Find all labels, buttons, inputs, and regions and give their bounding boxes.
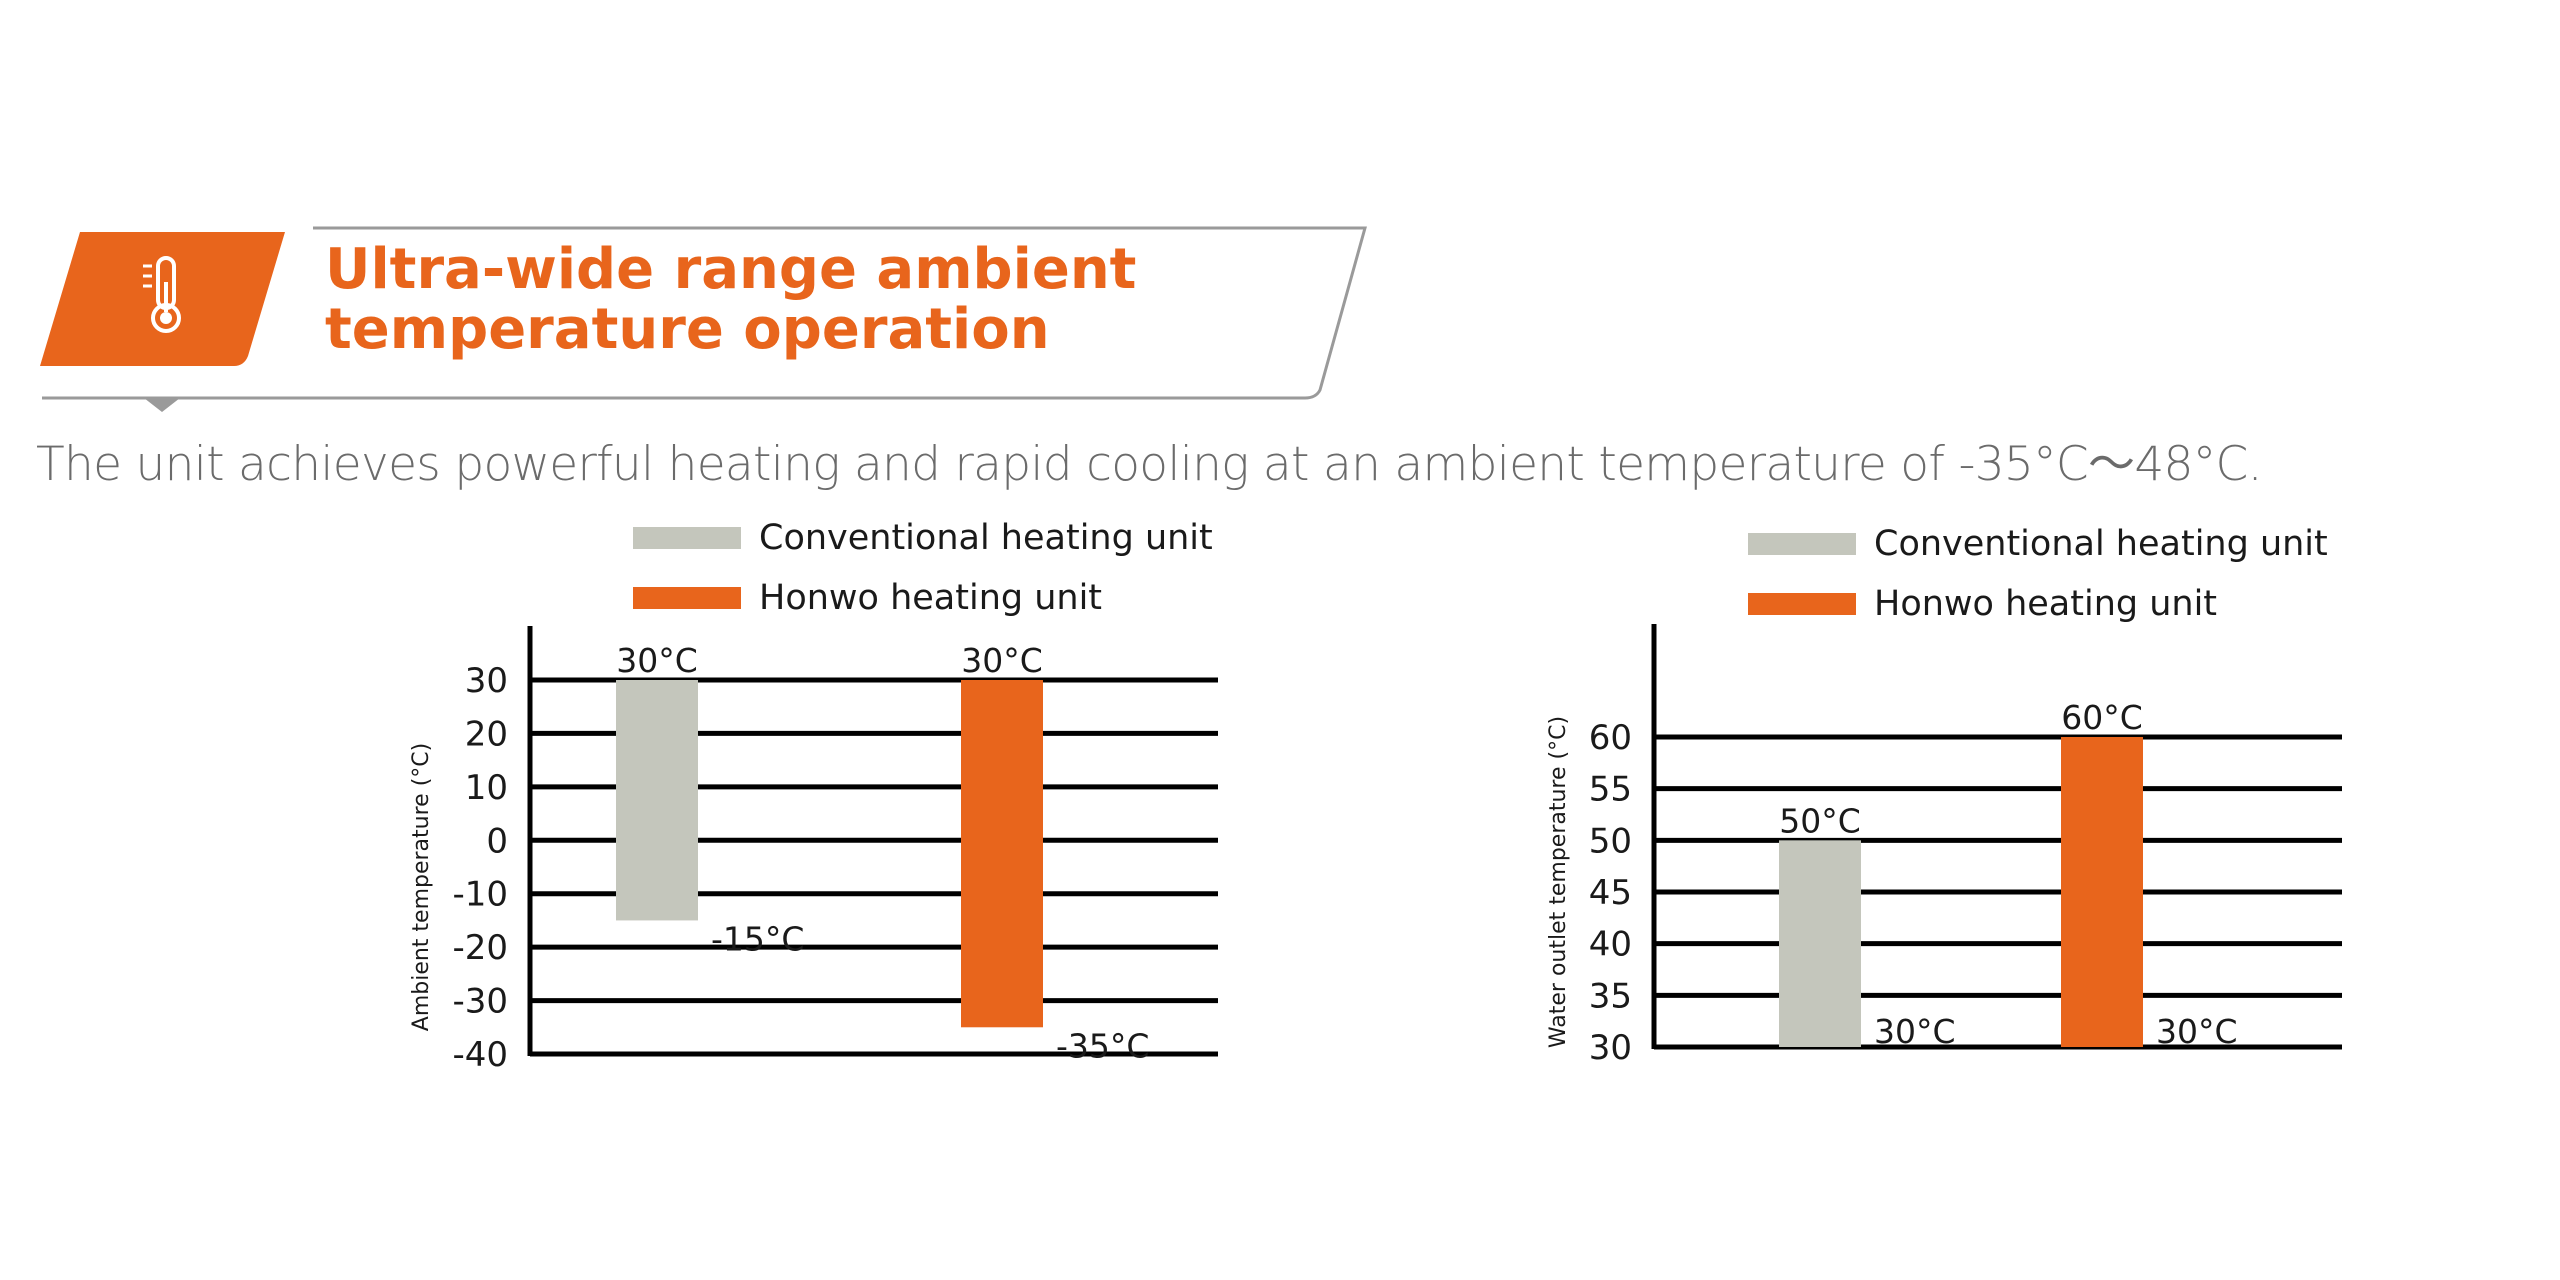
bar-low-label: 30°C xyxy=(2156,1012,2238,1051)
header-pointer xyxy=(144,398,180,412)
y-axis-label: Water outlet temperature (°C) xyxy=(1546,716,1571,1048)
bar-high-label: 30°C xyxy=(961,641,1043,680)
page-title: Ultra-wide range ambient temperature ope… xyxy=(325,240,1136,360)
y-tick-label: -40 xyxy=(452,1035,508,1075)
legend-item: Conventional heating unit xyxy=(1748,514,2328,574)
y-tick-label: 35 xyxy=(1589,976,1632,1016)
y-axis-label: Ambient temperature (°C) xyxy=(409,743,434,1031)
bar-high-label: 50°C xyxy=(1779,801,1861,840)
bar xyxy=(1779,840,1861,1047)
bar-high-label: 30°C xyxy=(616,641,698,680)
legend-swatch xyxy=(1748,593,1856,615)
bar-low-label: -35°C xyxy=(1056,1026,1149,1065)
bar-low-label: -15°C xyxy=(711,919,804,958)
y-tick-label: 0 xyxy=(486,821,508,861)
y-tick-label: 60 xyxy=(1589,718,1632,758)
legend-label: Conventional heating unit xyxy=(759,518,1213,558)
header-frame xyxy=(42,226,1367,400)
y-tick-label: -20 xyxy=(452,928,508,968)
legend-item: Conventional heating unit xyxy=(633,508,1213,568)
legend-swatch xyxy=(1748,533,1856,555)
y-tick-label: 10 xyxy=(465,768,508,808)
y-tick-label: 55 xyxy=(1589,770,1632,810)
thermometer-icon xyxy=(143,256,181,333)
legend-label: Honwo heating unit xyxy=(1874,584,2218,624)
header-icon-badge xyxy=(40,232,285,366)
y-tick-label: 45 xyxy=(1589,873,1632,913)
title-line-1: Ultra-wide range ambient xyxy=(325,237,1137,302)
y-tick-label: 20 xyxy=(465,714,508,754)
legend-swatch xyxy=(633,527,741,549)
bar xyxy=(616,680,698,921)
legend-swatch xyxy=(633,587,741,609)
legend-item: Honwo heating unit xyxy=(633,568,1213,628)
y-tick-label: 30 xyxy=(465,661,508,701)
legend-label: Honwo heating unit xyxy=(759,578,1103,618)
bar-high-label: 60°C xyxy=(2061,698,2143,737)
y-tick-label: -10 xyxy=(452,875,508,915)
legend-chart-1: Conventional heating unit Honwo heating … xyxy=(633,508,1213,628)
page-subtitle: The unit achieves powerful heating and r… xyxy=(36,437,2263,492)
legend-label: Conventional heating unit xyxy=(1874,524,2328,564)
legend-item: Honwo heating unit xyxy=(1748,574,2328,634)
title-line-2: temperature operation xyxy=(325,297,1050,362)
y-tick-label: -30 xyxy=(452,982,508,1022)
header-banner xyxy=(40,226,1367,412)
bar xyxy=(961,680,1043,1028)
y-tick-label: 30 xyxy=(1589,1028,1632,1068)
y-tick-label: 40 xyxy=(1589,925,1632,965)
legend-chart-2: Conventional heating unit Honwo heating … xyxy=(1748,514,2328,634)
bar-low-label: 30°C xyxy=(1874,1012,1956,1051)
bar xyxy=(2061,737,2143,1047)
y-tick-label: 50 xyxy=(1589,821,1632,861)
